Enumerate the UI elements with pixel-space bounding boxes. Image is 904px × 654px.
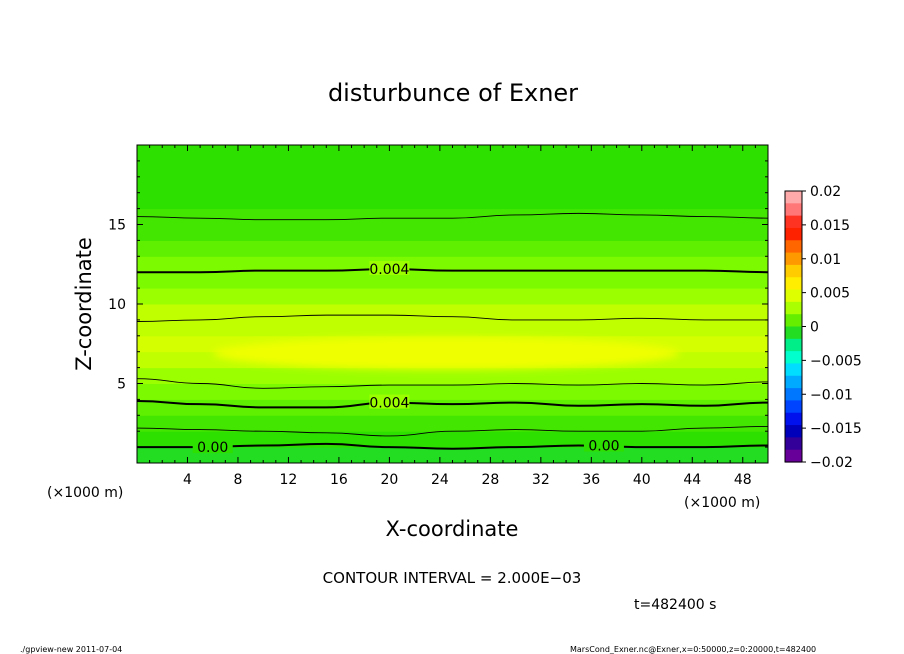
contour-band [137,224,768,241]
contour-band [137,256,768,273]
colorbar-tick-label: 0.015 [810,218,850,234]
colorbar-swatch [785,437,802,451]
contour-label-bg [369,394,410,409]
y-tick-label: 10 [108,297,126,313]
contour-band [137,208,768,225]
colorbar-swatch [785,277,802,291]
contour-label: 0.004 [369,396,409,412]
contour-line [137,212,768,221]
contour-band [137,240,768,257]
contour-line [137,314,768,322]
x-tick-label: 16 [330,472,348,488]
y-tick-label: 15 [108,218,126,234]
contour-label: 0.004 [369,262,409,278]
colorbar-swatch [785,363,802,377]
y-axis: 5 10 15 [108,160,768,448]
colorbar-swatch [785,252,802,266]
colorbar-tick-label: −0.01 [810,387,853,403]
colorbar-swatch [785,388,802,402]
chart-title: disturbunce of Exner [328,79,578,107]
colorbar-swatch [785,425,802,438]
contour-line [137,399,768,409]
colorbar-tick-label: 0.01 [810,252,841,268]
colorbar: 0.02 0.015 0.01 0.005 0 −0.005 −0.01 −0.015 −0.0… [784,184,862,471]
x-tick-label: 32 [532,472,550,488]
y-axis-label: Z-coordinate [72,237,96,371]
contour-band [137,367,768,384]
colorbar-swatch [785,203,802,217]
colorbar-tick-label: 0.02 [810,184,841,200]
colorbar-swatch [785,301,802,315]
x-tick-label: 4 [183,472,192,488]
colorbar-swatch [785,412,802,426]
colorbar-tick-label: 0.005 [810,286,850,302]
colorbar-swatch [785,400,802,414]
x-unit-left: (×1000 m) [47,485,123,501]
contour-band [137,415,768,432]
x-axis: 4 8 12 16 20 24 28 32 36 40 44 48 [149,145,756,488]
contour-label-bg [583,437,624,452]
contour-band [137,145,768,162]
contour-band [137,176,768,194]
contour-label: 0.00 [197,440,228,456]
colorbar-swatch [785,326,802,340]
colorbar-tick-label: −0.005 [810,353,862,369]
colorbar-tick-label: 0 [810,320,819,336]
x-axis-label: X-coordinate [386,517,519,541]
contour-label-bg [192,439,233,454]
x-tick-label: 8 [233,472,242,488]
colorbar-swatch [785,375,802,389]
time-label: t=482400 s [634,597,716,613]
plot-area: 0.00 0.00 0.004 0.004 [137,145,768,463]
x-tick-label: 28 [481,472,499,488]
contour-line [137,442,768,450]
x-tick-label: 48 [734,472,752,488]
colorbar-swatch [785,240,802,254]
contour-line-layer: 0.00 0.00 0.004 0.004 [137,212,768,456]
contour-band [137,192,768,210]
contour-label-bg [369,261,410,276]
colorbar-swatch [785,264,802,278]
contour-band [137,288,768,305]
x-tick-label: 40 [633,472,651,488]
footer-left: ./gpview-new 2011-07-04 [20,645,122,654]
x-tick-label: 12 [280,472,298,488]
contour-line [137,268,768,274]
x-tick-label: 36 [582,472,600,488]
colorbar-swatch [785,215,802,229]
colorbar-swatch [785,314,802,328]
colorbar-swatch [785,227,802,241]
contour-core [212,337,680,370]
contour-band [137,160,768,178]
y-tick-label: 5 [117,377,126,393]
x-tick-label: 24 [431,472,449,488]
contour-label: 0.00 [588,439,619,455]
colorbar-swatch [785,351,802,365]
contour-band [137,272,768,289]
contour-interval-note: CONTOUR INTERVAL = 2.000E−03 [323,569,582,587]
contour-line [137,378,768,389]
colorbar-tick-label: −0.015 [810,421,862,437]
x-tick-label: 44 [683,472,701,488]
x-tick-label: 20 [380,472,398,488]
footer-right: MarsCond_Exner.nc@Exner,x=0:50000,z=0:20… [570,645,816,654]
contour-fill-layer [137,145,768,463]
contour-band [137,319,768,337]
colorbar-swatch [785,449,802,463]
x-unit-right: (×1000 m) [684,495,760,511]
colorbar-swatch [785,191,802,204]
colorbar-tick-label: −0.02 [810,455,853,471]
contour-band [137,399,768,416]
colorbar-swatch [785,338,802,352]
colorbar-swatch [785,289,802,303]
contour-line [137,425,768,437]
